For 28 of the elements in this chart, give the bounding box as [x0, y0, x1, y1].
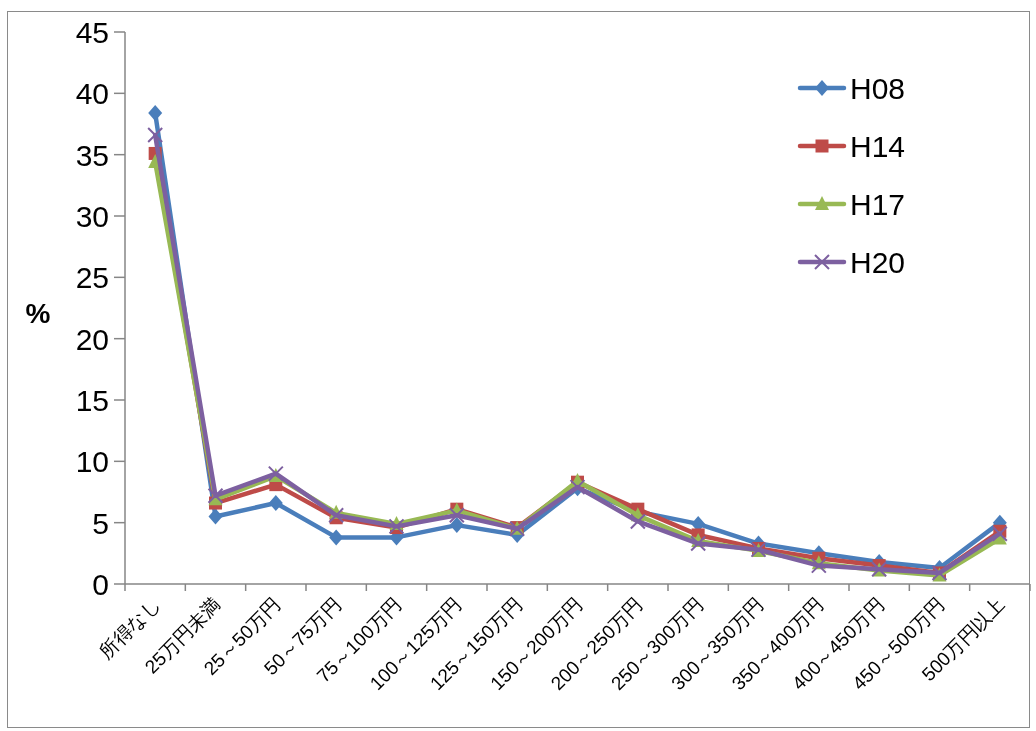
y-tick-label: 35	[75, 138, 109, 172]
y-tick-label: 10	[75, 445, 109, 479]
y-tick-label: 0	[92, 568, 109, 601]
y-tick-label: 5	[92, 506, 109, 540]
point	[448, 507, 465, 524]
y-tick-label: 45	[75, 16, 109, 49]
legend-label: H08	[850, 72, 906, 105]
point	[208, 508, 223, 525]
legend-label: H17	[850, 188, 906, 221]
point	[629, 513, 646, 530]
point	[328, 507, 345, 524]
point	[991, 525, 1008, 542]
point	[810, 557, 827, 574]
y-tick-label: 30	[75, 200, 109, 233]
point	[147, 127, 164, 144]
point	[148, 104, 163, 121]
y-axis-title: %	[25, 298, 51, 329]
legend-label: H20	[850, 246, 906, 279]
point	[207, 487, 224, 504]
point	[268, 495, 283, 512]
y-tick-label: 25	[75, 261, 109, 295]
y-tick-label: 40	[75, 77, 109, 111]
y-tick-label: 20	[75, 322, 109, 356]
point	[690, 535, 707, 552]
y-tick-label: 15	[75, 384, 109, 417]
point	[329, 529, 344, 546]
legend-label: H14	[850, 130, 906, 163]
point	[449, 517, 464, 534]
